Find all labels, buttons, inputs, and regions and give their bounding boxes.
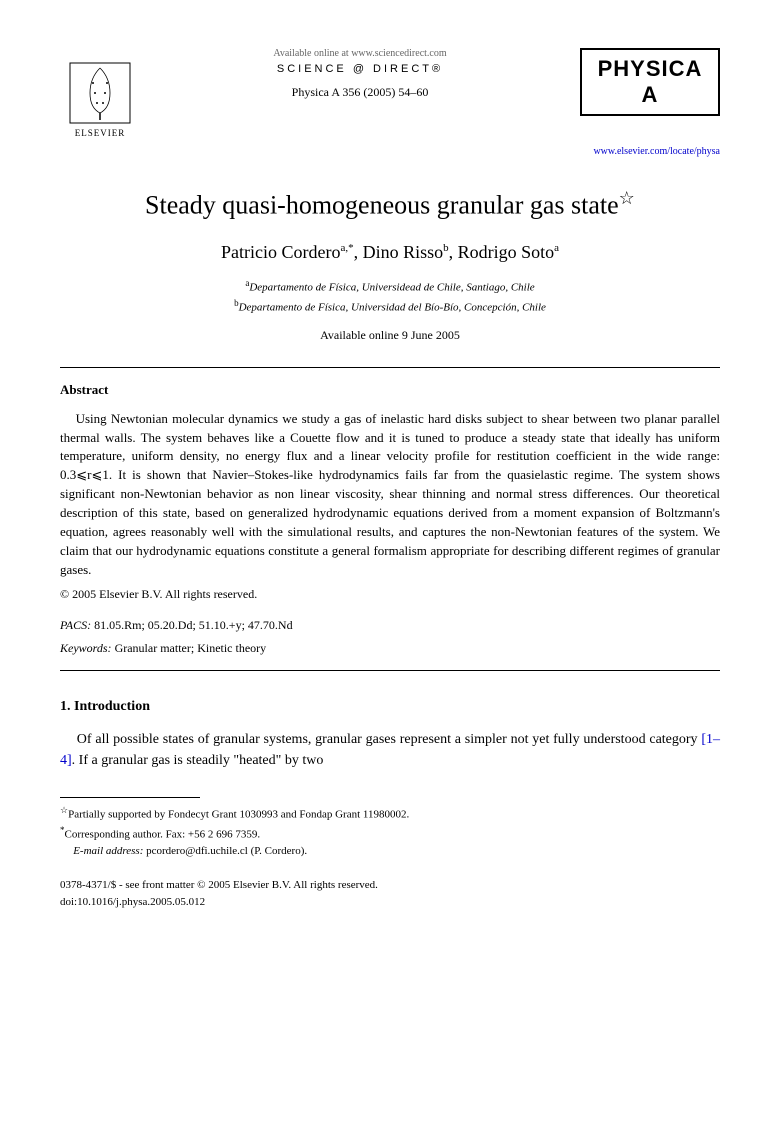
keywords-label: Keywords: bbox=[60, 641, 112, 655]
author-3-sup: a bbox=[554, 242, 559, 254]
pacs-line: PACS: 81.05.Rm; 05.20.Dd; 51.10.+y; 47.7… bbox=[60, 618, 720, 633]
journal-reference: Physica A 356 (2005) 54–60 bbox=[150, 85, 570, 100]
center-header: Available online at www.sciencedirect.co… bbox=[140, 48, 580, 100]
keywords-line: Keywords: Granular matter; Kinetic theor… bbox=[60, 641, 720, 656]
abstract-text: Using Newtonian molecular dynamics we st… bbox=[60, 410, 720, 580]
email-label: E-mail address: bbox=[73, 845, 143, 857]
author-1-sup: a,* bbox=[340, 242, 353, 254]
rule-bottom bbox=[60, 670, 720, 671]
rule-top bbox=[60, 367, 720, 368]
physica-logo: PHYSICA A bbox=[580, 48, 720, 116]
elsevier-label: ELSEVIER bbox=[75, 128, 126, 138]
pacs-codes: 81.05.Rm; 05.20.Dd; 51.10.+y; 47.70.Nd bbox=[91, 618, 292, 632]
abstract-heading: Abstract bbox=[60, 382, 720, 398]
elsevier-logo: ELSEVIER bbox=[60, 48, 140, 138]
doi-line: doi:10.1016/j.physa.2005.05.012 bbox=[60, 894, 720, 911]
available-online-text: Available online at www.sciencedirect.co… bbox=[150, 48, 570, 59]
author-3: , Rodrigo Soto bbox=[449, 242, 555, 262]
journal-url[interactable]: www.elsevier.com/locate/physa bbox=[60, 146, 720, 157]
authors-line: Patricio Corderoa,*, Dino Rissob, Rodrig… bbox=[60, 242, 720, 263]
keywords-text: Granular matter; Kinetic theory bbox=[112, 641, 267, 655]
affiliation-b: Departamento de Física, Universidad del … bbox=[239, 301, 546, 313]
article-title: Steady quasi-homogeneous granular gas st… bbox=[60, 187, 720, 222]
affiliations: aDepartamento de Física, Universidead de… bbox=[60, 277, 720, 315]
elsevier-tree-icon bbox=[65, 58, 135, 128]
funding-footnote: Partially supported by Fondecyt Grant 10… bbox=[68, 809, 409, 821]
title-footnote-star-icon: ☆ bbox=[619, 188, 635, 208]
affiliation-a: Departamento de Física, Universidead de … bbox=[249, 282, 534, 294]
introduction-heading: 1. Introduction bbox=[60, 699, 720, 715]
pacs-label: PACS: bbox=[60, 618, 91, 632]
copyright-line: © 2005 Elsevier B.V. All rights reserved… bbox=[60, 587, 720, 602]
author-1: Patricio Cordero bbox=[221, 242, 340, 262]
footer: 0378-4371/$ - see front matter © 2005 El… bbox=[60, 877, 720, 910]
date-online: Available online 9 June 2005 bbox=[60, 328, 720, 343]
author-2: , Dino Risso bbox=[354, 242, 444, 262]
email-address: pcordero@dfi.uchile.cl (P. Cordero). bbox=[143, 845, 307, 857]
footnote-rule bbox=[60, 797, 200, 798]
corresponding-footnote: Corresponding author. Fax: +56 2 696 735… bbox=[65, 828, 261, 840]
footer-line-1: 0378-4371/$ - see front matter © 2005 El… bbox=[60, 877, 720, 894]
physica-block: PHYSICA A bbox=[580, 48, 720, 116]
footnote-star-icon: ☆ bbox=[60, 805, 68, 815]
science-direct-logo: SCIENCE @ DIRECT® bbox=[150, 63, 570, 75]
header-row: ELSEVIER Available online at www.science… bbox=[60, 48, 720, 138]
footnotes: ☆Partially supported by Fondecyt Grant 1… bbox=[60, 804, 720, 859]
introduction-paragraph: Of all possible states of granular syste… bbox=[60, 729, 720, 771]
